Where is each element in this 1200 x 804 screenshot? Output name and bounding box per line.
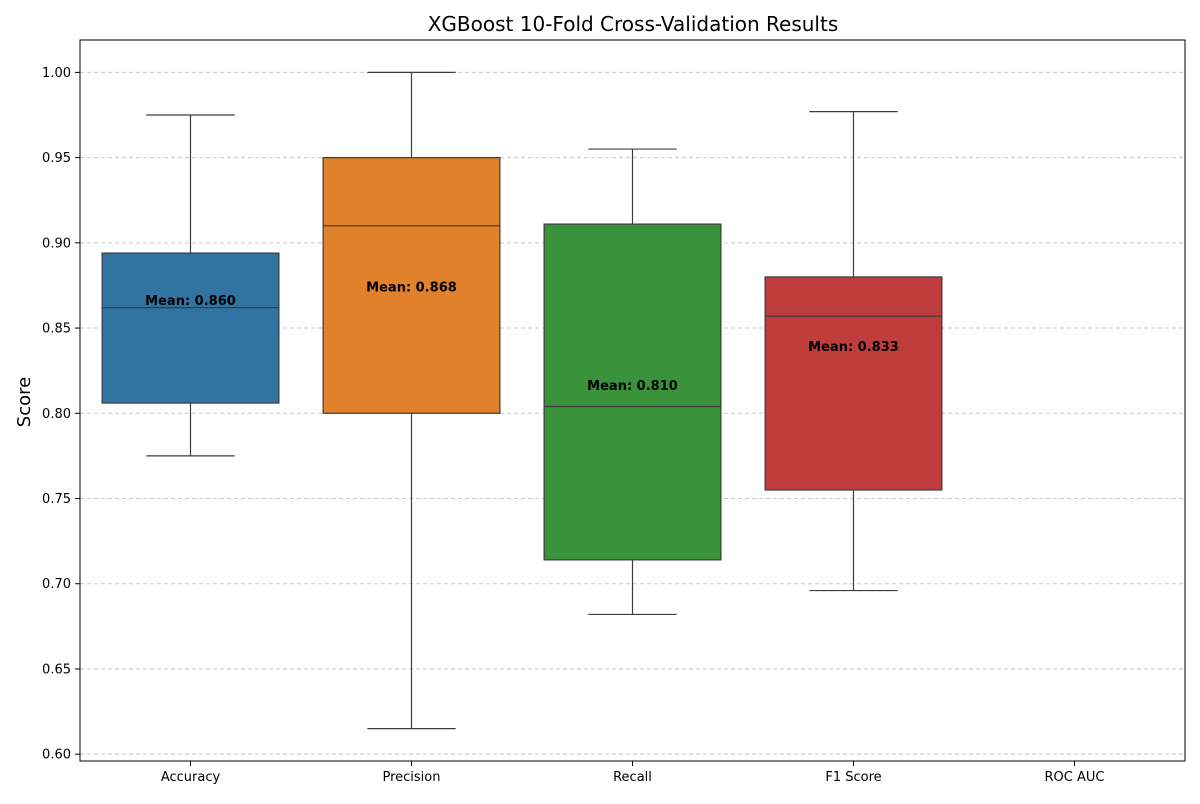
y-tick-label: 0.95 [42,151,71,166]
x-tick-label: F1 Score [825,770,881,785]
y-tick-label: 0.70 [42,577,71,592]
mean-label: Mean: 0.868 [366,280,457,295]
y-tick-label: 0.60 [42,748,71,763]
y-axis-label: Score [14,377,35,427]
box-f1-score [764,276,943,491]
x-tick-label: ROC AUC [1045,770,1105,785]
mean-label: Mean: 0.860 [145,294,236,309]
y-tick-label: 0.80 [42,407,71,422]
y-tick-label: 0.65 [42,662,71,677]
grid-lines [80,71,1185,755]
mean-label: Mean: 0.833 [808,340,899,355]
box-precision [322,157,501,414]
y-tick-label: 1.00 [42,66,71,81]
chart-title: XGBoost 10-Fold Cross-Validation Results [428,12,839,36]
x-tick-label: Recall [613,770,652,785]
y-tick-label: 0.85 [42,322,71,337]
box-accuracy [101,252,280,404]
axes: 0.60 0.65 0.70 0.75 0.80 0.85 0.90 0.95 1.00 Accu… [42,39,1186,785]
y-tick-label: 0.75 [42,492,71,507]
x-tick-label: Precision [382,770,440,785]
x-tick-label: Accuracy [161,770,221,785]
boxes: Mean: 0.860 Mean: 0.868 Mean: 0.810 Mean: 0… [101,71,943,730]
plot-frame [79,39,1186,762]
y-tick-label: 0.90 [42,236,71,251]
box-recall [543,223,722,561]
mean-label: Mean: 0.810 [587,379,678,394]
